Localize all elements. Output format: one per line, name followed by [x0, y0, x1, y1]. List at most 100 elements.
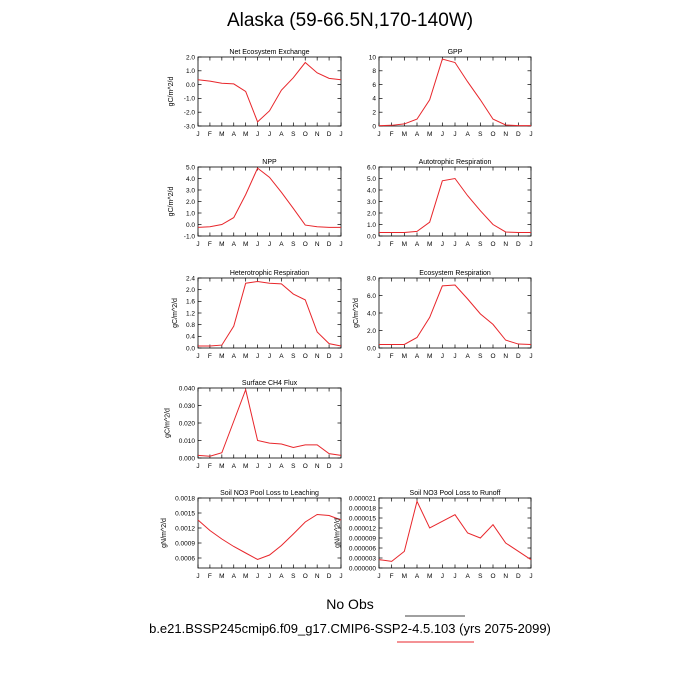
- y-tick-label: 1.6: [186, 299, 195, 306]
- x-tick-label: F: [390, 241, 394, 248]
- data-point: [281, 443, 282, 444]
- data-point: [492, 324, 493, 325]
- y-tick-label: 0.000: [179, 455, 196, 462]
- x-tick-label: D: [327, 353, 332, 360]
- data-point: [328, 227, 329, 228]
- x-tick-label: O: [490, 131, 495, 138]
- x-tick-label: F: [208, 463, 212, 470]
- data-point: [378, 232, 379, 233]
- data-point: [233, 421, 234, 422]
- data-point: [281, 283, 282, 284]
- x-tick-label: J: [339, 573, 342, 580]
- y-tick-label: 0.000012: [349, 525, 376, 532]
- data-point: [454, 178, 455, 179]
- data-point: [257, 440, 258, 441]
- panel-title: Autotrophic Respiration: [419, 159, 492, 166]
- series-line: [379, 177, 531, 234]
- y-tick-label: 3.0: [367, 199, 376, 206]
- y-tick-label: 2: [372, 110, 376, 117]
- y-tick-label: 0.8: [186, 322, 195, 329]
- plot-frame: [378, 497, 532, 569]
- x-tick-label: J: [377, 241, 380, 248]
- y-tick-label: 6: [372, 82, 376, 89]
- y-tick-label: 1.0: [186, 68, 195, 75]
- y-tick-label: 0.000006: [349, 545, 376, 552]
- data-point: [293, 447, 294, 448]
- data-point: [305, 299, 306, 300]
- data-point: [305, 521, 306, 522]
- series-line: [197, 167, 341, 228]
- x-tick-label: J: [256, 241, 259, 248]
- x-tick-label: J: [196, 241, 199, 248]
- x-tick-label: A: [232, 353, 237, 360]
- x-tick-label: M: [402, 573, 407, 580]
- data-point: [269, 554, 270, 555]
- data-point: [197, 519, 198, 520]
- data-point: [281, 545, 282, 546]
- data-point: [454, 62, 455, 63]
- y-axis-label: gC/m^2/d: [168, 77, 175, 107]
- data-point: [492, 524, 493, 525]
- no-obs-label: No Obs: [326, 596, 374, 612]
- y-axis-label: gC/m^2/d: [353, 298, 360, 328]
- x-tick-label: J: [256, 353, 259, 360]
- x-tick-label: F: [208, 353, 212, 360]
- data-point: [209, 226, 210, 227]
- x-tick-label: J: [529, 241, 532, 248]
- data-point: [518, 125, 519, 126]
- data-point: [378, 125, 379, 126]
- x-tick-label: J: [256, 131, 259, 138]
- plot-frame: [197, 497, 342, 569]
- x-tick-label: S: [478, 241, 483, 248]
- x-tick-label: M: [219, 573, 224, 580]
- data-point: [505, 340, 506, 341]
- chart-panel-9: Soil NO3 Pool Loss to Runoff 0.000021 0.00…: [334, 490, 532, 580]
- x-tick-label: D: [516, 131, 521, 138]
- x-tick-label: O: [490, 353, 495, 360]
- y-tick-label: 0.000009: [349, 535, 376, 542]
- x-tick-label: A: [279, 241, 284, 248]
- y-tick-label: 8.0: [367, 275, 376, 282]
- data-point: [209, 81, 210, 82]
- y-tick-label: 5.0: [186, 164, 195, 171]
- x-tick-label: J: [268, 463, 271, 470]
- x-tick-label: O: [303, 353, 308, 360]
- data-point: [317, 72, 318, 73]
- data-point: [293, 293, 294, 294]
- data-point: [233, 217, 234, 218]
- x-tick-label: A: [279, 463, 284, 470]
- x-tick-label: O: [490, 241, 495, 248]
- y-tick-label: 2.0: [186, 199, 195, 206]
- y-tick-label: -1.0: [184, 233, 196, 240]
- y-tick-label: 0.000018: [349, 505, 376, 512]
- x-tick-label: M: [219, 353, 224, 360]
- plot-frame: [197, 387, 342, 459]
- data-point: [305, 224, 306, 225]
- case-label: b.e21.BSSP245cmip6.f09_g17.CMIP6-SSP2-4.…: [149, 621, 551, 636]
- y-tick-label: 0.0: [186, 82, 195, 89]
- y-tick-label: 0.030: [179, 403, 196, 410]
- y-tick-label: 0.0: [186, 222, 195, 229]
- y-axis-label: gN/m^2/d: [334, 518, 341, 548]
- data-point: [480, 537, 481, 538]
- data-point: [245, 91, 246, 92]
- plot-frame: [197, 56, 342, 127]
- y-tick-label: 1.0: [186, 210, 195, 217]
- data-point: [416, 119, 417, 120]
- data-point: [404, 551, 405, 552]
- y-tick-label: 8: [372, 68, 376, 75]
- y-tick-label: 0.020: [179, 420, 196, 427]
- data-point: [293, 77, 294, 78]
- chart-panel-5: Heterotrophic Respiration 2.4 2.0 1.6 1.2 0.8…: [172, 270, 343, 360]
- series-line: [379, 284, 532, 345]
- data-point: [505, 124, 506, 125]
- data-point: [518, 232, 519, 233]
- data-point: [530, 344, 531, 345]
- data-point: [416, 501, 417, 502]
- x-tick-label: M: [243, 131, 248, 138]
- x-tick-label: J: [339, 131, 342, 138]
- x-tick-label: F: [208, 131, 212, 138]
- x-tick-label: M: [402, 353, 407, 360]
- x-tick-label: O: [303, 573, 308, 580]
